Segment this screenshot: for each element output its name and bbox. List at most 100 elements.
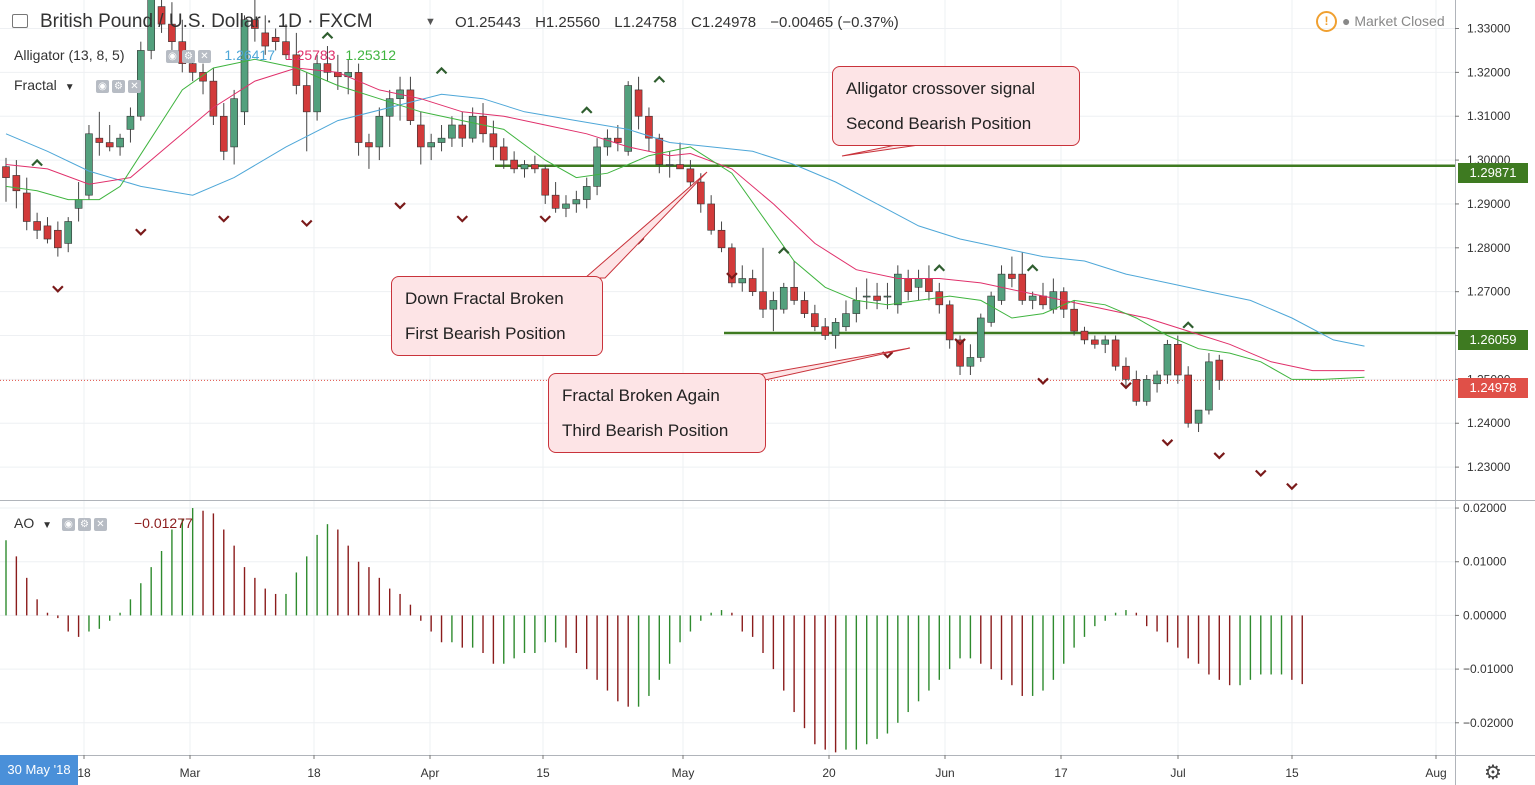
candle-body [251,19,259,29]
candle-body [966,357,975,367]
candle-body [914,278,923,288]
gear-icon[interactable]: ⚙ [78,518,91,532]
y-tick-label: 1.23000 [1467,460,1511,474]
candle-body [323,63,332,73]
x-tick-label: Apr [421,766,440,780]
y-tick-label: 1.27000 [1467,285,1511,299]
last-price-tag: 1.24978 [1458,378,1528,398]
candle-body [54,229,62,249]
warning-icon[interactable]: ! [1316,11,1337,32]
candle-body [313,63,321,113]
candle-body [95,137,104,143]
candle-body [925,278,933,292]
symbol-title[interactable]: British Pound / U.S. Dollar · 1D · FXCM [40,11,373,32]
eye-icon[interactable]: ◉ [166,50,179,64]
alligator-legend[interactable]: Alligator (13, 8, 5) 1.26417 1.25783 1.2… [14,47,396,63]
candle-body [728,247,736,284]
candle-body [43,225,52,240]
open-value: O1.25443 [455,14,521,31]
candle-body [1070,308,1078,332]
down-fractal-marker [1254,469,1267,478]
x-tick-label: May [672,766,695,780]
fractal-legend[interactable]: Fractal ▼ [14,77,75,93]
candle-body [1132,379,1141,402]
candle-body [541,168,550,196]
candle-body [759,291,767,310]
ao-buttons: ◉ ⚙ ✕ [56,516,110,534]
high-value: H1.25560 [535,14,601,31]
close-icon[interactable]: ✕ [128,80,141,94]
market-status: ● Market Closed [1342,13,1445,29]
gear-icon[interactable]: ⚙ [182,50,195,64]
fractal-label: Fractal [14,77,57,93]
candle-body [520,164,529,170]
eye-icon[interactable]: ◉ [96,80,109,94]
candle-body [489,133,498,148]
candle-body [593,146,601,187]
ao-y-tick-label: −0.01000 [1463,662,1514,676]
up-fractal-marker [933,264,946,272]
candle-body [448,124,456,139]
candle-body [2,166,10,178]
candle-body [842,313,850,328]
callout-line: Down Fractal Broken [405,289,564,308]
up-fractal-marker [1026,264,1039,272]
candle-body [1101,339,1110,345]
y-tick-label: 1.24000 [1467,416,1511,430]
close-icon[interactable]: ✕ [94,518,107,532]
close-icon[interactable]: ✕ [198,50,211,64]
alligator-teeth-value: 1.25783 [284,47,336,63]
candle-body [904,278,912,292]
ao-legend[interactable]: AO ▼ [14,515,52,531]
candle-body [302,85,311,113]
down-fractal-marker [1120,381,1132,390]
candle-body [603,137,612,148]
gear-icon[interactable]: ⚙ [112,80,125,94]
ao-y-tick-label: 0.00000 [1463,608,1507,622]
candle-body [634,89,643,117]
eye-icon[interactable]: ◉ [62,518,75,532]
candle-body [354,72,363,143]
collapse-icon[interactable] [12,14,28,28]
ao-y-tick-label: 0.01000 [1463,555,1507,569]
settings-gear-icon[interactable]: ⚙ [1484,762,1502,784]
close-value: C1.24978 [691,14,757,31]
callout-line: Second Bearish Position [846,114,1032,133]
candle-body [437,137,446,143]
level-tag-upper: 1.29871 [1458,163,1528,183]
candle-body [1194,409,1203,424]
symbol-dropdown-icon[interactable]: ▼ [425,16,436,28]
y-tick-label: 1.33000 [1467,22,1511,36]
x-tick-label: 15 [1285,766,1299,780]
candle-body [707,203,715,231]
ao-label: AO [14,515,35,531]
candle-body [873,295,881,301]
candle-body [976,317,985,358]
candle-body [157,6,166,25]
candle-body [427,142,435,148]
fractal-dropdown-icon[interactable]: ▼ [64,82,75,93]
candle-body [64,221,73,244]
candle-body [406,89,415,121]
candle-body [510,159,518,170]
candle-body [105,142,114,148]
ao-dropdown-icon[interactable]: ▼ [42,520,53,531]
x-tick-label: 18 [77,766,91,780]
candle-body [1215,359,1224,381]
crosshair-date-badge: 30 May '18 [0,755,78,785]
candle-body [468,115,477,139]
callout-pointer [739,347,911,381]
down-fractal-marker [954,338,966,346]
candle-body [22,192,31,222]
candle-body [1091,339,1099,345]
down-fractal-marker [1213,452,1226,460]
callout-pointer [583,171,708,279]
candle-body [147,0,155,51]
up-fractal-marker [777,246,790,254]
down-fractal-marker [300,219,313,228]
candle-body [499,146,508,161]
low-value: L1.24758 [614,14,677,31]
candle-body [282,41,290,56]
candle-body [779,286,788,310]
candle-body [126,115,135,130]
